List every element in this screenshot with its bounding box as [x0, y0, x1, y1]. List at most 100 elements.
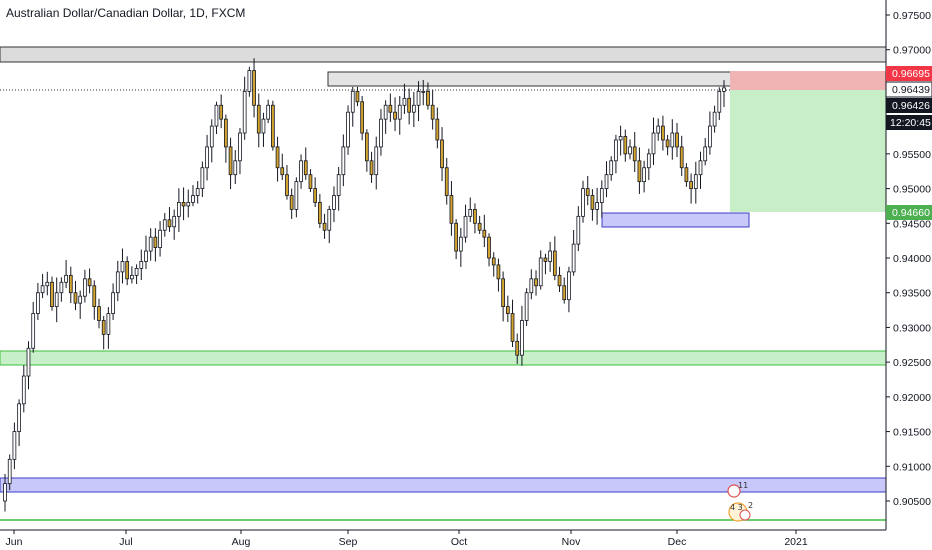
candle-down [501, 278, 505, 308]
candle-up [717, 90, 722, 113]
candle-up [708, 125, 712, 148]
candle-up [524, 292, 529, 321]
candle-down [167, 219, 172, 228]
resistance-zone-upper[interactable] [0, 46, 887, 63]
candle-up [599, 188, 604, 203]
risk-zone[interactable] [730, 71, 886, 90]
candles-layer [3, 58, 726, 512]
candle-up [642, 167, 646, 183]
candle-up [238, 132, 242, 162]
candle-down [407, 97, 412, 113]
countdown-tag-text: 12:20:45 [890, 117, 931, 129]
candle-down [181, 202, 186, 207]
candle-down [87, 278, 92, 287]
candle-up [177, 202, 181, 217]
candle-up [350, 90, 355, 113]
price-axis-label: 0.92500 [893, 357, 931, 369]
candle-down [285, 174, 289, 196]
candle-down [224, 118, 228, 148]
candle-down [275, 146, 280, 169]
candle-up [646, 153, 651, 169]
candle-up [576, 215, 581, 245]
candle-down [430, 104, 435, 120]
candle-up [162, 219, 167, 231]
candle-down [393, 111, 397, 120]
candle-up [299, 160, 303, 183]
candle-up [379, 118, 383, 148]
candle-down [637, 160, 642, 183]
candle-down [73, 292, 78, 304]
candle-up [336, 174, 341, 196]
candle-down [454, 222, 458, 252]
candle-down [623, 136, 628, 155]
candle-up [40, 285, 45, 294]
candle-up [111, 292, 115, 314]
candle-up [78, 295, 83, 304]
candle-down [689, 181, 693, 189]
candle-up [421, 90, 426, 93]
candle-down [440, 139, 444, 169]
candle-up [383, 104, 388, 120]
candle-up [693, 174, 698, 189]
time-axis[interactable]: Jun Jul Aug Sep Oct Nov Dec 2021 [0, 529, 932, 550]
candle-down [496, 264, 501, 280]
candle-down [534, 278, 538, 287]
candle-up [411, 104, 416, 113]
candle-down [360, 101, 365, 134]
candle-up [158, 229, 162, 248]
time-axis-label: Dec [668, 536, 687, 548]
support-zone-blue-low[interactable] [0, 477, 887, 493]
candle-down [473, 208, 477, 224]
candle-up [567, 271, 571, 301]
candle-down [101, 320, 106, 335]
price-axis-label: 0.93500 [893, 288, 931, 300]
candle-down [97, 306, 101, 321]
candle-up [134, 268, 139, 276]
price-axis-label: 0.95500 [893, 149, 931, 161]
candle-down [557, 274, 562, 287]
candle-up [458, 236, 463, 252]
support-zone-green-mid[interactable] [0, 350, 887, 366]
candle-up [120, 261, 125, 273]
candle-up [21, 375, 26, 405]
candle-up [374, 146, 379, 176]
candle-up [656, 125, 661, 134]
candle-down [322, 222, 327, 231]
candle-down [92, 285, 97, 307]
event-badge-side-icon[interactable] [739, 509, 751, 521]
event-badge-top-icon[interactable] [727, 484, 741, 498]
candle-down [590, 195, 595, 210]
event-badge-top-count: 11 [738, 481, 748, 490]
candle-down [684, 167, 689, 183]
candle-up [712, 111, 717, 127]
reward-zone[interactable] [730, 90, 886, 212]
candle-down [487, 236, 491, 259]
time-axis-label: Oct [451, 536, 467, 548]
entry-zone-blue[interactable] [601, 212, 750, 228]
candle-up [402, 97, 407, 106]
candle-down [482, 229, 487, 238]
drawings-layer [0, 46, 887, 521]
candle-up [327, 208, 332, 231]
candle-down [219, 104, 224, 120]
candle-up [703, 146, 708, 162]
current-price-tag [886, 98, 932, 113]
price-axis-label: 0.91500 [893, 427, 931, 439]
candle-up [7, 458, 12, 485]
candle-up [200, 167, 205, 189]
candle-up [294, 181, 299, 210]
candle-up [332, 195, 336, 210]
candle-up [571, 243, 576, 273]
target-price-tag [886, 66, 932, 81]
price-axis-label: 0.94500 [893, 218, 931, 230]
candle-up [529, 278, 534, 294]
countdown-tag [886, 115, 932, 130]
candle-down [388, 104, 393, 113]
price-axis-label: 0.97500 [893, 10, 931, 22]
price-tags: 0.96695 0.96439 0.96426 12:20:45 0.94660 [885, 66, 932, 220]
candle-up [186, 202, 191, 207]
candle-up [266, 104, 271, 120]
candle-down [632, 146, 637, 162]
event-badges[interactable]: 11 4 3 2 [727, 481, 753, 522]
